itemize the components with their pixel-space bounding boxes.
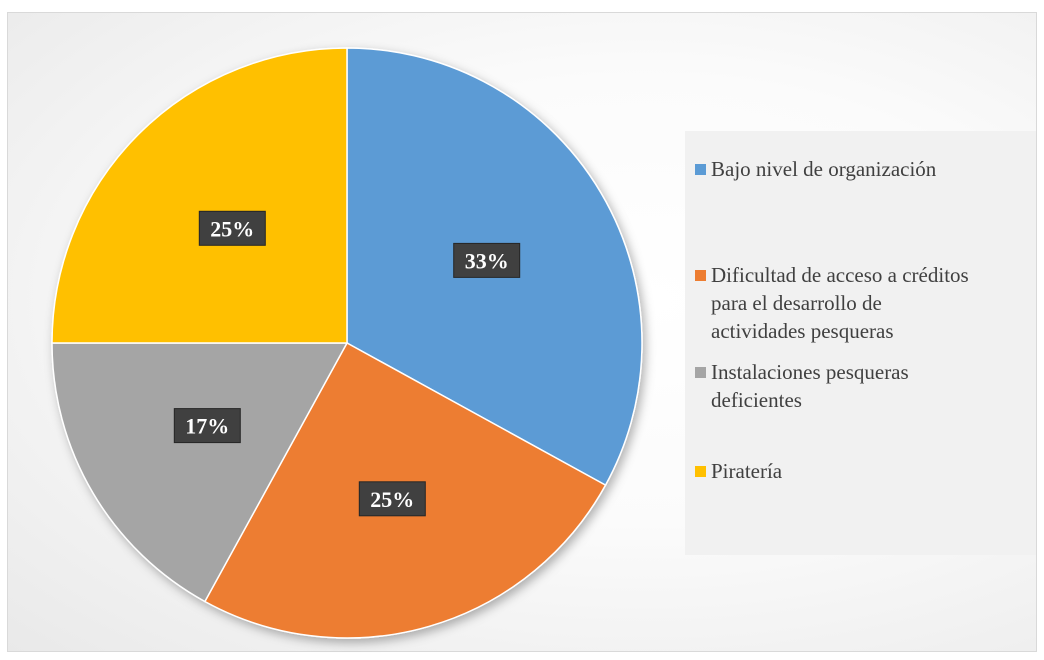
legend-label: Piratería <box>711 459 783 483</box>
data-label-box <box>453 242 521 278</box>
legend-label: Dificultad de acceso a créditos para el … <box>711 263 969 343</box>
legend-item: Bajo nivel de organización <box>695 155 1031 183</box>
legend-swatch <box>695 466 706 477</box>
data-label: 25% <box>198 210 266 246</box>
chart-area: 33% 25% 17% 25% Bajo nivel de organización … <box>7 12 1037 652</box>
data-label-box <box>173 408 241 444</box>
legend-label: Bajo nivel de organización <box>711 157 937 181</box>
legend: Bajo nivel de organización Dificultad de… <box>685 131 1036 555</box>
legend-swatch <box>695 367 706 378</box>
legend-item: Dificultad de acceso a créditos para el … <box>695 261 1031 345</box>
data-label-text: 17% <box>185 414 229 439</box>
legend-swatch <box>695 270 706 281</box>
data-label: 25% <box>358 481 426 517</box>
legend-item: Instalaciones pesqueras deficientes <box>695 358 1031 414</box>
pie-chart: 33% 25% 17% 25% <box>51 47 643 639</box>
legend-item: Piratería <box>695 457 1031 485</box>
legend-swatch <box>695 164 706 175</box>
data-label: 33% <box>453 242 521 278</box>
data-label-text: 33% <box>465 248 509 273</box>
pie-slice <box>51 47 348 344</box>
data-label-text: 25% <box>370 487 414 512</box>
legend-label: Instalaciones pesqueras deficientes <box>711 360 909 412</box>
data-label: 17% <box>173 408 241 444</box>
data-label-box <box>198 210 266 246</box>
data-label-text: 25% <box>210 216 254 241</box>
pie-slice <box>51 342 349 603</box>
data-label-box <box>358 481 426 517</box>
